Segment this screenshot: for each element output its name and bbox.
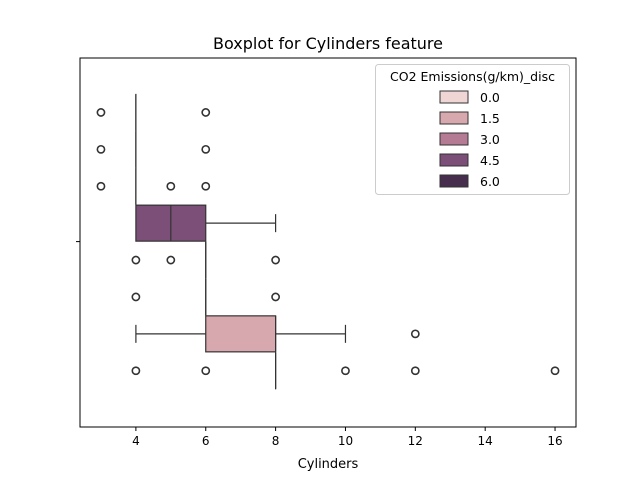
x-tick-label: 14	[478, 434, 493, 448]
x-tick-label: 16	[547, 434, 562, 448]
legend-frame	[376, 65, 570, 195]
x-tick-label: 4	[132, 434, 140, 448]
chart-title: Boxplot for Cylinders feature	[213, 34, 443, 53]
legend-label: 0.0	[480, 90, 500, 105]
legend-swatch	[440, 91, 468, 103]
legend-label: 1.5	[480, 111, 500, 126]
legend-swatch	[440, 154, 468, 166]
legend-label: 6.0	[480, 174, 500, 189]
legend: CO2 Emissions(g/km)_disc 0.0 1.5 3.0 4.5 6.0	[376, 65, 570, 195]
legend-swatch	[440, 133, 468, 145]
x-axis-label: Cylinders	[298, 457, 359, 472]
legend-title: CO2 Emissions(g/km)_disc	[390, 69, 555, 84]
legend-swatch	[440, 175, 468, 187]
legend-label: 3.0	[480, 132, 500, 147]
legend-swatch	[440, 112, 468, 124]
x-tick-label: 8	[272, 434, 280, 448]
x-tick-label: 6	[202, 434, 210, 448]
legend-label: 4.5	[480, 153, 500, 168]
x-tick-label: 10	[338, 434, 353, 448]
box	[206, 316, 276, 352]
x-tick-label: 12	[408, 434, 423, 448]
